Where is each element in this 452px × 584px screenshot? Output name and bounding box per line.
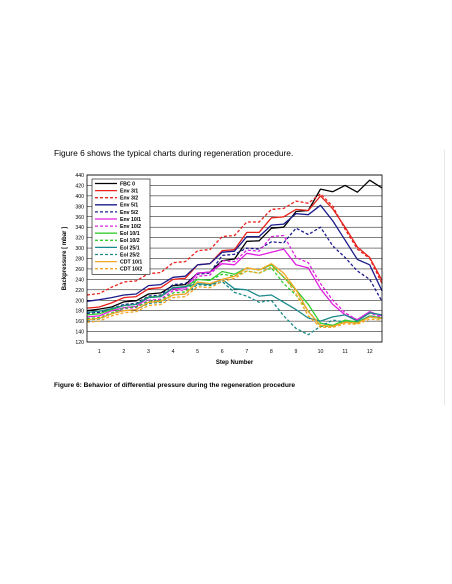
legend-label: Eol 10/1 <box>120 231 140 237</box>
series-line-4 <box>86 226 383 314</box>
series-line-9 <box>86 278 383 322</box>
x-axis-label: Step Number <box>216 360 254 366</box>
x-tick-label: 2 <box>122 349 125 355</box>
plot-frame <box>86 174 383 343</box>
y-tick-label: 400 <box>75 194 84 200</box>
x-tick-label: 3 <box>147 349 150 355</box>
y-tick-label: 160 <box>75 319 84 325</box>
y-tick-label: 260 <box>75 267 84 273</box>
legend-label: Eol 10/2 <box>120 238 140 244</box>
x-tick-label: 7 <box>245 349 248 355</box>
series-line-3 <box>86 204 383 302</box>
x-tick-label: 12 <box>367 349 373 355</box>
series-line-0 <box>86 179 383 312</box>
legend-label: Eol 25/2 <box>120 252 140 258</box>
x-tick-labels: 1 2 3 4 5 6 7 8 9 10 11 12 <box>98 349 373 355</box>
y-tick-label: 340 <box>75 225 84 231</box>
intro-paragraph: Figure 6 shows the typical charts during… <box>54 148 294 158</box>
legend-label: Env 10/2 <box>120 224 141 230</box>
y-tick-label: 440 <box>75 173 84 179</box>
x-tick-label: 8 <box>270 349 273 355</box>
series-line-12 <box>86 266 383 329</box>
legend-label: CDT 10/2 <box>120 267 142 273</box>
legend-label: Env 3/2 <box>120 196 138 202</box>
y-tick-labels: 120 140 160 180 200 220 240 260 280 300 320 340 360 3… <box>75 173 84 346</box>
legend-label: Env 10/1 <box>120 217 141 223</box>
y-tick-label: 200 <box>75 298 84 304</box>
y-tick-label: 220 <box>75 288 84 294</box>
series-line-1 <box>86 195 383 309</box>
legend-label: CDT 10/1 <box>120 260 142 266</box>
y-axis-label: Backpressure [ mbar ] <box>62 227 68 290</box>
series-line-11 <box>86 263 383 327</box>
y-tick-label: 120 <box>75 340 84 346</box>
legend-label: Env 3/1 <box>120 189 138 195</box>
y-tick-label: 180 <box>75 309 84 315</box>
x-tick-label: 10 <box>318 349 324 355</box>
x-tick-label: 6 <box>221 349 224 355</box>
y-tick-label: 420 <box>75 183 84 189</box>
x-tick-label: 11 <box>342 349 347 355</box>
x-tick-label: 9 <box>295 349 298 355</box>
legend-label: Eol 25/1 <box>120 245 140 251</box>
legend-label: FBC 0 <box>120 181 135 187</box>
x-tick-label: 5 <box>196 349 199 355</box>
chart-series <box>86 179 383 336</box>
series-line-2 <box>86 193 383 296</box>
page-edge-line <box>444 150 445 405</box>
y-tick-label: 320 <box>75 236 84 242</box>
y-tick-label: 240 <box>75 277 84 283</box>
legend-label: Env 5/2 <box>120 210 138 216</box>
figure-caption: Figure 6: Behavior of differential press… <box>54 382 296 389</box>
y-tick-label: 380 <box>75 204 84 210</box>
y-tick-label: 300 <box>75 246 84 252</box>
legend-label: Env 5/1 <box>120 203 138 209</box>
x-tick-label: 1 <box>98 349 101 355</box>
x-tick-label: 4 <box>172 349 175 355</box>
y-tick-label: 360 <box>75 215 84 221</box>
y-tick-label: 280 <box>75 257 84 263</box>
y-tick-label: 140 <box>75 330 84 336</box>
